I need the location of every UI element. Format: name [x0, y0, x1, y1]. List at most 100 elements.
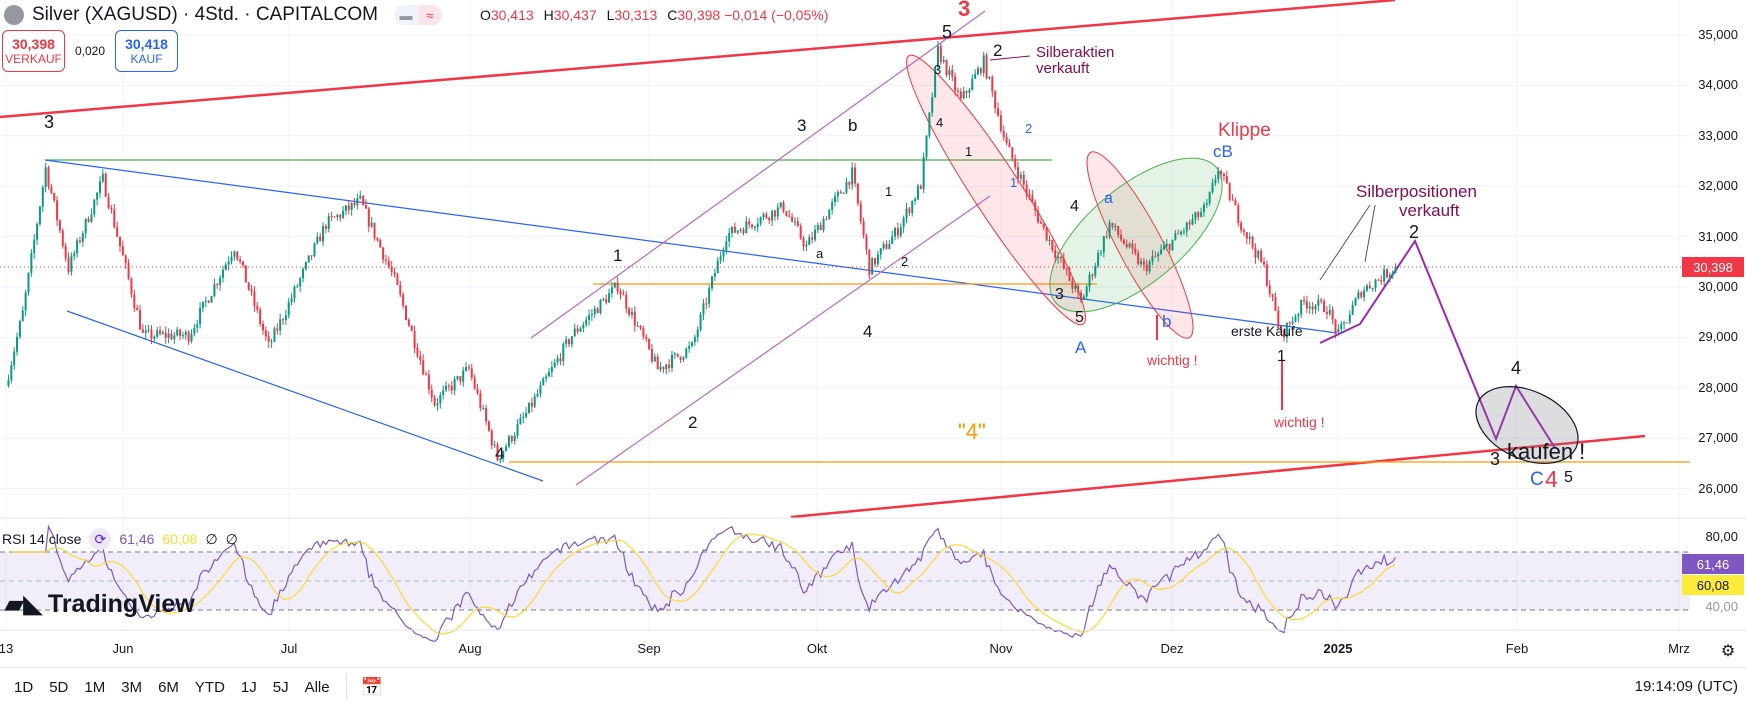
candle-body — [1294, 316, 1297, 322]
candle-body — [922, 156, 925, 189]
callout-line — [989, 55, 1031, 61]
candle-body — [141, 329, 144, 333]
settings-icon[interactable]: ⚙ — [1720, 643, 1736, 660]
candle-body — [164, 332, 167, 338]
candle-body — [765, 214, 768, 218]
refresh-icon[interactable]: ⟳ — [89, 528, 112, 550]
candle-body — [653, 356, 656, 362]
candle-body — [776, 207, 779, 217]
candle-body — [1014, 158, 1017, 168]
rsi-value: 61,46 — [119, 531, 155, 547]
candle-body — [1071, 280, 1074, 289]
candle-body — [1185, 222, 1188, 232]
range-1m[interactable]: 1M — [84, 678, 106, 696]
candle-body — [762, 214, 765, 218]
candle-body — [831, 202, 834, 210]
range-1j[interactable]: 1J — [240, 678, 257, 696]
note-erste-kaeufe: erste Käufe — [1231, 323, 1303, 339]
candle-body — [1054, 250, 1057, 258]
candle-body — [313, 243, 316, 257]
candle-body — [256, 306, 259, 310]
market-status-pill[interactable]: ▬ ≈ — [393, 5, 442, 25]
candle-body — [307, 255, 310, 263]
candle-body — [276, 328, 279, 331]
candle-body — [705, 303, 708, 305]
candle-body — [1088, 274, 1091, 287]
candle-body — [376, 238, 379, 240]
candle-body — [1288, 322, 1291, 324]
candle-body — [1325, 312, 1328, 315]
candle-body — [971, 78, 974, 90]
range-alle[interactable]: Alle — [304, 678, 330, 696]
candle-body — [1297, 314, 1300, 317]
goto-date-icon[interactable]: 📅 — [360, 676, 384, 697]
note-silberaktien: Silberaktien — [1036, 44, 1115, 61]
candle-body — [725, 241, 728, 251]
buy-button[interactable]: 30,418 KAUF — [115, 30, 179, 72]
candle-body — [1202, 204, 1205, 213]
bottom-toolbar: 1D 5D 1M 3M 6M YTD 1J 5J Alle 📅 — [0, 667, 1746, 706]
rsi-legend[interactable]: RSI 14 close ⟳ 61,46 60,08 ∅ ∅ — [2, 528, 238, 550]
candle-body — [599, 299, 602, 314]
note-wave-4: "4" — [958, 419, 986, 444]
candle-body — [367, 208, 370, 227]
buy-zone-ellipse — [1475, 386, 1579, 464]
chart-header: Silver (XAGUSD) · 4Std. · CAPITALCOM ▬ ≈ … — [4, 4, 828, 26]
candle-body — [628, 308, 631, 315]
candle-body — [98, 181, 101, 193]
clock[interactable]: 19:14:09 (UTC) — [1634, 678, 1738, 695]
candles — [7, 40, 1397, 464]
sell-button[interactable]: 30,398 VERKAUF — [2, 30, 65, 72]
candle-body — [359, 195, 362, 199]
candle-body — [702, 303, 705, 315]
candle-body — [413, 330, 416, 348]
candle-body — [911, 201, 914, 213]
candle-body — [33, 239, 36, 254]
candle-body — [548, 372, 550, 377]
candle-body — [144, 330, 147, 333]
candle-body — [679, 356, 682, 360]
candle-body — [748, 221, 751, 225]
candle-body — [402, 294, 405, 306]
range-3m[interactable]: 3M — [121, 678, 143, 696]
candle-body — [1180, 231, 1183, 235]
candle-body — [224, 264, 227, 270]
rsi-tick: 40,00 — [1705, 599, 1738, 614]
candle-body — [874, 258, 877, 265]
candle-body — [1248, 236, 1251, 239]
wave-label: b — [1162, 312, 1172, 331]
candle-body — [150, 329, 153, 339]
candle-body — [731, 226, 734, 234]
candle-body — [133, 294, 136, 308]
candle-body — [1217, 171, 1220, 180]
candle-body — [1328, 309, 1331, 315]
candle-body — [1008, 143, 1011, 148]
candle-body — [1085, 286, 1088, 297]
range-1d[interactable]: 1D — [14, 678, 34, 696]
candle-body — [199, 307, 202, 325]
candle-body — [962, 91, 965, 99]
silver-symbol-icon — [4, 5, 24, 25]
candle-body — [711, 276, 714, 289]
range-5j[interactable]: 5J — [272, 678, 289, 696]
tradingview-logo[interactable]: ▰◣ TradingView — [5, 590, 195, 618]
candle-body — [645, 336, 648, 339]
candle-body — [339, 214, 342, 218]
wave-label: 2 — [901, 254, 909, 269]
candle-body — [36, 224, 39, 240]
candle-body — [771, 210, 774, 221]
candle-body — [802, 238, 805, 247]
candle-body — [825, 219, 828, 221]
channel-lower — [575, 195, 991, 486]
candle-body — [1348, 314, 1351, 323]
candle-body — [979, 68, 982, 73]
symbol-title[interactable]: Silver (XAGUSD) · 4Std. · CAPITALCOM — [32, 4, 378, 25]
candle-body — [344, 205, 347, 211]
candle-body — [1028, 193, 1031, 196]
resistance-trendline — [0, 0, 1396, 119]
candle-body — [562, 343, 565, 362]
range-6m[interactable]: 6M — [158, 678, 179, 696]
range-5d[interactable]: 5D — [49, 678, 69, 696]
range-ytd[interactable]: YTD — [194, 678, 225, 696]
